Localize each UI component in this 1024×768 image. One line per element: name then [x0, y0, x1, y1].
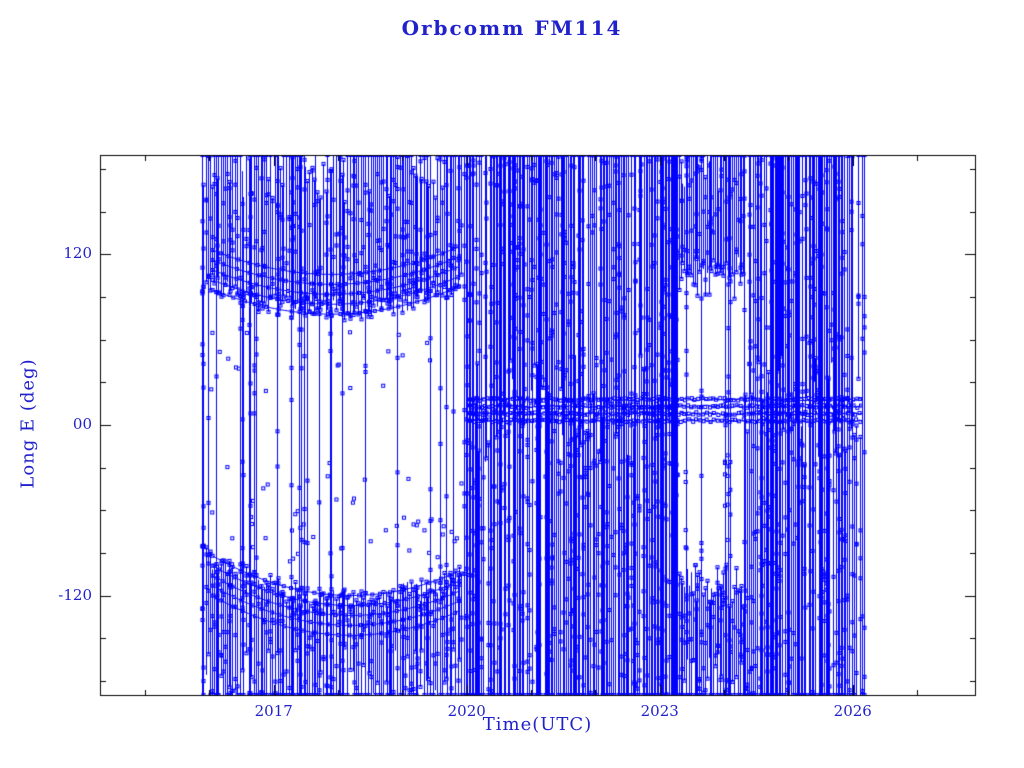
- x-tick-label: 2026: [833, 702, 872, 720]
- x-axis-label: Time(UTC): [482, 714, 593, 735]
- y-tick-label: 120: [63, 244, 92, 263]
- chart-title: Orbcomm FM114: [401, 16, 623, 40]
- y-tick-label: 00: [72, 415, 92, 433]
- x-tick-label: 2023: [640, 702, 679, 720]
- x-tick-label: 2020: [447, 702, 486, 720]
- x-tick-label: 2017: [254, 702, 293, 720]
- y-tick-label: -120: [58, 585, 92, 604]
